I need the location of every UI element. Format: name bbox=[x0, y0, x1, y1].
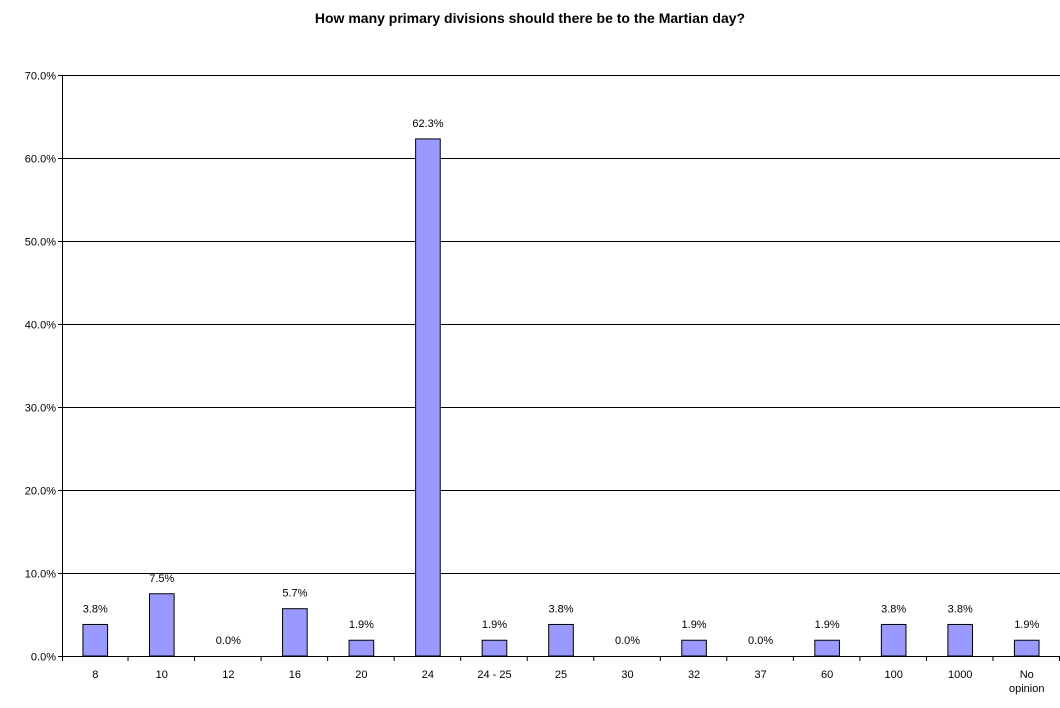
data-label: 3.8% bbox=[881, 603, 906, 615]
x-tick-label: 60 bbox=[821, 669, 833, 681]
y-tick-label: 10.0% bbox=[25, 569, 56, 581]
bar bbox=[348, 639, 375, 657]
y-tick-label: 70.0% bbox=[25, 71, 56, 83]
data-label: 3.8% bbox=[548, 603, 573, 615]
chart-title: How many primary divisions should there … bbox=[314, 10, 746, 26]
x-tick-label: opinion bbox=[1009, 683, 1044, 695]
data-label: 1.9% bbox=[482, 619, 507, 631]
x-tick-label: 25 bbox=[555, 669, 567, 681]
data-label: 3.8% bbox=[948, 603, 973, 615]
x-tick-label: 16 bbox=[289, 669, 301, 681]
x-tick-label: 30 bbox=[621, 669, 633, 681]
y-tick-label: 50.0% bbox=[25, 237, 56, 249]
labels: 0.0% 10.0% 20.0% 30.0% 40.0% 50.0% 60.0% 70.0% 3… bbox=[25, 71, 1045, 696]
bar bbox=[814, 639, 840, 657]
y-tick-label: 30.0% bbox=[25, 403, 56, 415]
x-tick-label: 24 - 25 bbox=[477, 669, 511, 681]
data-label: 1.9% bbox=[682, 619, 707, 631]
x-tick-label: 8 bbox=[92, 669, 98, 681]
y-tick-label: 40.0% bbox=[25, 320, 56, 332]
bar bbox=[880, 623, 907, 657]
x-tick-label: 10 bbox=[156, 669, 168, 681]
x-tick-label: 12 bbox=[222, 669, 234, 681]
bar bbox=[282, 608, 308, 657]
data-label: 0.0% bbox=[615, 635, 640, 647]
y-tick-label: 60.0% bbox=[25, 154, 56, 166]
bar bbox=[148, 593, 175, 657]
bars bbox=[82, 138, 1040, 657]
y-tick-label: 20.0% bbox=[25, 486, 56, 498]
x-tick-label: 20 bbox=[355, 669, 367, 681]
axes bbox=[58, 75, 1060, 661]
bar bbox=[947, 623, 974, 657]
gridlines bbox=[62, 75, 1060, 574]
y-tick-label: 0.0% bbox=[31, 652, 56, 664]
bar bbox=[548, 623, 574, 657]
bar bbox=[1013, 639, 1040, 657]
x-tick-label: 1000 bbox=[948, 669, 972, 681]
data-label: 1.9% bbox=[815, 619, 840, 631]
data-label: 1.9% bbox=[1014, 619, 1039, 631]
x-tick-label: 32 bbox=[688, 669, 700, 681]
data-label: 0.0% bbox=[748, 635, 773, 647]
x-tick-label: 24 bbox=[422, 669, 434, 681]
data-label: 62.3% bbox=[412, 118, 443, 130]
data-label: 5.7% bbox=[282, 588, 307, 600]
x-tick-label: 100 bbox=[884, 669, 902, 681]
bar bbox=[415, 138, 441, 657]
bar bbox=[681, 639, 707, 657]
data-label: 3.8% bbox=[83, 603, 108, 615]
bar bbox=[82, 623, 109, 657]
data-label: 1.9% bbox=[349, 619, 374, 631]
x-tick-label: No bbox=[1020, 669, 1034, 681]
bar bbox=[481, 639, 508, 657]
data-label: 7.5% bbox=[149, 573, 174, 585]
x-tick-label: 37 bbox=[754, 669, 766, 681]
data-label: 0.0% bbox=[216, 635, 241, 647]
